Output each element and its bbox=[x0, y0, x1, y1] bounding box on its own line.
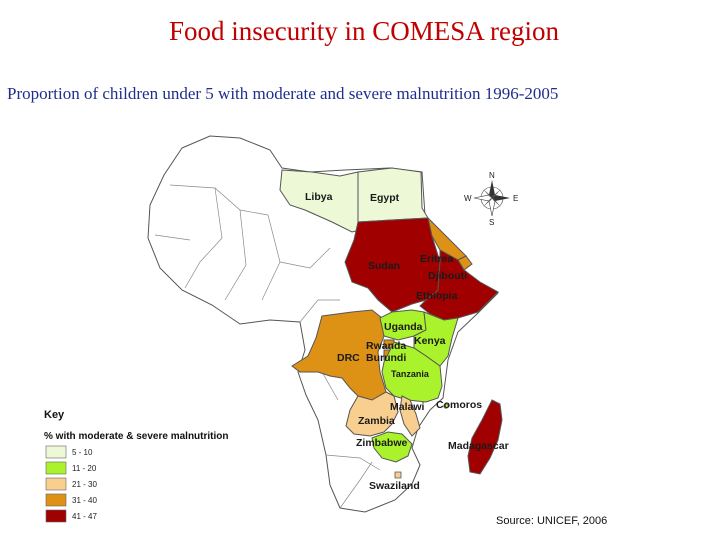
slide-title: Food insecurity in COMESA region bbox=[169, 16, 559, 46]
label-ethiopia: Ethiopia bbox=[416, 290, 458, 302]
label-zambia: Zambia bbox=[358, 415, 395, 427]
label-comoros: Comoros bbox=[436, 399, 482, 411]
compass-n-label: N bbox=[489, 171, 495, 180]
key-range-label: 5 - 10 bbox=[72, 448, 93, 457]
key-range-label: 21 - 30 bbox=[72, 480, 97, 489]
label-rwanda: Rwanda bbox=[366, 340, 406, 352]
sudan-region bbox=[344, 217, 441, 313]
key-swatch bbox=[45, 445, 67, 459]
tanzania-region bbox=[381, 341, 443, 403]
slide-subtitle: Proportion of children under 5 with mode… bbox=[7, 84, 559, 103]
non-member-borders bbox=[154, 184, 381, 509]
libya-region bbox=[279, 169, 361, 233]
key-title: Key bbox=[44, 409, 65, 421]
key-range-label: 41 - 47 bbox=[72, 512, 97, 521]
source-credit: Source: UNICEF, 2006 bbox=[496, 515, 607, 527]
label-eritrea: Eritrea bbox=[420, 253, 453, 265]
malawi-region bbox=[399, 395, 421, 437]
label-sudan: Sudan bbox=[368, 260, 400, 272]
label-drc: DRC bbox=[337, 352, 360, 364]
label-egypt: Egypt bbox=[370, 192, 400, 204]
key-range-label: 11 - 20 bbox=[72, 464, 97, 473]
label-djibouti: Djibouti bbox=[428, 270, 467, 282]
swaziland-region bbox=[394, 471, 402, 479]
label-tanzania: Tanzania bbox=[391, 369, 430, 379]
madagascar-region bbox=[467, 399, 503, 475]
key-swatch bbox=[45, 477, 67, 491]
compass-w-label: W bbox=[464, 194, 472, 203]
zambia-region bbox=[345, 391, 399, 437]
label-swaziland: Swaziland bbox=[369, 480, 420, 492]
label-burundi: Burundi bbox=[366, 352, 406, 364]
key-swatch bbox=[45, 461, 67, 475]
comoros-region bbox=[443, 403, 449, 409]
label-kenya: Kenya bbox=[414, 335, 446, 347]
key-range-label: 31 - 40 bbox=[72, 496, 97, 505]
compass-e-label: E bbox=[513, 194, 518, 203]
compass-rose-icon: N S E W bbox=[464, 171, 518, 227]
label-madagascar: Madagascar bbox=[448, 440, 509, 452]
zimbabwe-region bbox=[371, 431, 413, 463]
map-key: Key % with moderate & severe malnutritio… bbox=[44, 409, 229, 523]
key-swatch bbox=[45, 509, 67, 523]
key-subtitle: % with moderate & severe malnutrition bbox=[44, 431, 229, 442]
label-zimbabwe: Zimbabwe bbox=[356, 437, 408, 449]
key-swatch bbox=[45, 493, 67, 507]
key-items: 5 - 10 11 - 20 21 - 30 31 - 40 41 - 47 bbox=[45, 445, 97, 523]
label-libya: Libya bbox=[305, 191, 333, 203]
compass-s-label: S bbox=[489, 218, 494, 227]
label-uganda: Uganda bbox=[384, 321, 423, 333]
label-malawi: Malawi bbox=[390, 401, 425, 413]
